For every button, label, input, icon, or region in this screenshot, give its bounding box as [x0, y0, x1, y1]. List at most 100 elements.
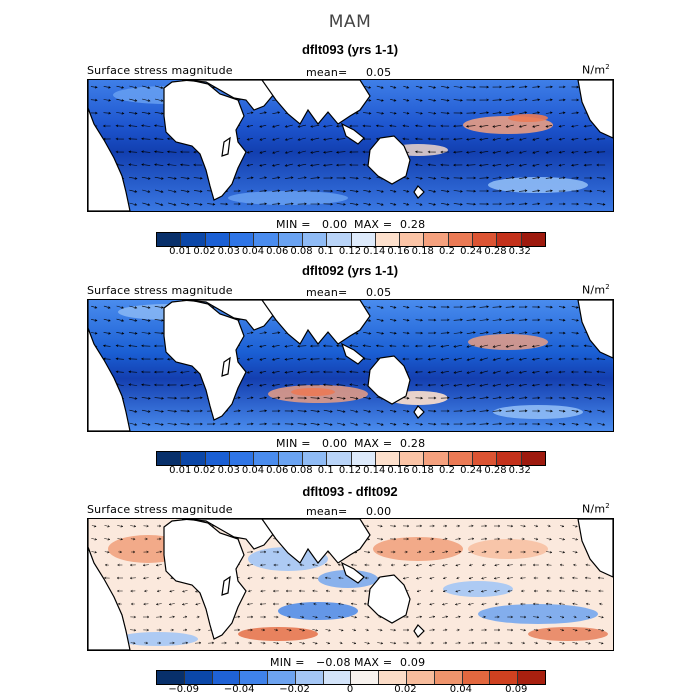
wind-arrow: [403, 641, 410, 645]
wind-arrow: [533, 576, 539, 580]
wind-arrow: [337, 602, 344, 606]
wind-arrow: [571, 150, 579, 154]
wind-arrow: [157, 641, 162, 645]
wind-arrow: [427, 137, 436, 141]
wind-arrow: [403, 305, 410, 309]
wind-arrow: [455, 563, 461, 567]
wind-arrow: [430, 641, 435, 645]
colorbar-swatch: [351, 671, 380, 684]
wind-arrow: [259, 202, 268, 206]
colorbar-swatch: [229, 452, 255, 465]
wind-arrow: [195, 602, 201, 606]
wind-arrow: [479, 357, 488, 361]
wind-arrow: [518, 345, 527, 348]
colorbar-tick-label: 0.14: [363, 465, 386, 476]
wind-arrow: [505, 163, 514, 167]
wind-arrow: [571, 189, 580, 193]
colorbar-tick-label: 0.02: [193, 246, 216, 257]
colorbar-tick-label: 0: [346, 684, 354, 695]
wind-arrow: [156, 537, 162, 541]
wind-arrow: [481, 537, 488, 541]
wind-arrow: [545, 602, 553, 606]
colorbar-swatch: [157, 671, 185, 684]
wind-arrow: [365, 524, 370, 528]
wind-arrow: [128, 370, 138, 374]
wind-arrow: [390, 563, 395, 567]
panel-1-mean-value: 0.05: [366, 66, 392, 79]
wind-arrow: [571, 409, 579, 413]
panel-2-min-label: MIN =: [276, 437, 311, 450]
wind-arrow: [311, 576, 319, 580]
wind-arrow: [572, 538, 579, 541]
wind-arrow: [336, 137, 346, 141]
wind-arrow: [153, 124, 164, 128]
wind-arrow: [414, 370, 423, 374]
wind-arrow: [129, 202, 138, 206]
wind-arrow: [558, 602, 565, 606]
colorbar-swatch: [157, 452, 182, 465]
wind-arrow: [310, 396, 321, 400]
wind-arrow: [493, 589, 500, 593]
wind-arrow: [297, 396, 308, 400]
wind-arrow: [116, 332, 125, 335]
wind-arrow: [193, 203, 203, 206]
wind-arrow: [155, 563, 162, 567]
wind-arrow: [492, 176, 502, 180]
wind-arrow: [141, 397, 151, 400]
wind-arrow: [141, 318, 151, 322]
wind-arrow: [532, 163, 540, 167]
wind-arrow: [129, 305, 138, 309]
field-patch: [478, 604, 598, 624]
wind-arrow: [180, 396, 191, 400]
wind-arrow: [519, 563, 527, 567]
wind-arrow: [284, 189, 294, 193]
wind-arrow: [154, 396, 165, 400]
wind-arrow: [479, 396, 489, 399]
wind-arrow: [363, 332, 372, 335]
wind-arrow: [260, 589, 266, 593]
wind-arrow: [494, 615, 500, 619]
wind-arrow: [376, 111, 385, 115]
wind-arrow: [505, 331, 515, 334]
wind-arrow: [153, 137, 164, 141]
wind-arrow: [284, 163, 293, 167]
wind-arrow: [247, 589, 252, 593]
new-zealand: [413, 185, 425, 199]
wind-arrow: [233, 189, 241, 193]
panel-1-map: [87, 79, 614, 212]
wind-arrow: [247, 628, 253, 632]
colorbar-tick-label: 0.06: [266, 246, 289, 257]
wind-arrow: [440, 358, 449, 361]
wind-arrow: [440, 150, 450, 154]
wind-arrow: [598, 602, 603, 606]
wind-arrow: [546, 615, 553, 619]
wind-arrow: [546, 641, 552, 645]
continents: [88, 300, 613, 431]
wind-arrow: [507, 615, 514, 619]
wind-arrow: [299, 563, 305, 567]
wind-arrow: [272, 409, 281, 413]
colorbar-swatch: [327, 233, 352, 246]
wind-arrow: [335, 370, 346, 374]
panel-1-max-label: MAX =: [354, 218, 393, 231]
wind-arrow: [323, 176, 334, 180]
wind-arrow: [284, 422, 294, 426]
wind-arrow: [297, 150, 306, 154]
wind-arrow: [429, 615, 436, 619]
wind-arrow: [310, 410, 320, 413]
wind-arrow: [428, 111, 437, 115]
panel-2-map: [87, 299, 614, 432]
wind-arrow: [492, 164, 502, 167]
wind-arrow: [103, 331, 112, 335]
wind-arrow: [518, 150, 527, 154]
colorbar-tick-label: 0.01: [169, 465, 192, 476]
wind-arrow: [390, 422, 397, 426]
wind-arrow: [336, 189, 347, 193]
wind-arrow: [246, 370, 253, 374]
wind-arrow: [414, 344, 423, 348]
wind-arrow: [505, 150, 514, 154]
wind-arrow: [260, 641, 266, 645]
wind-arrow: [455, 589, 461, 593]
colorbar-swatch: [448, 452, 474, 465]
wind-arrow: [558, 189, 566, 193]
